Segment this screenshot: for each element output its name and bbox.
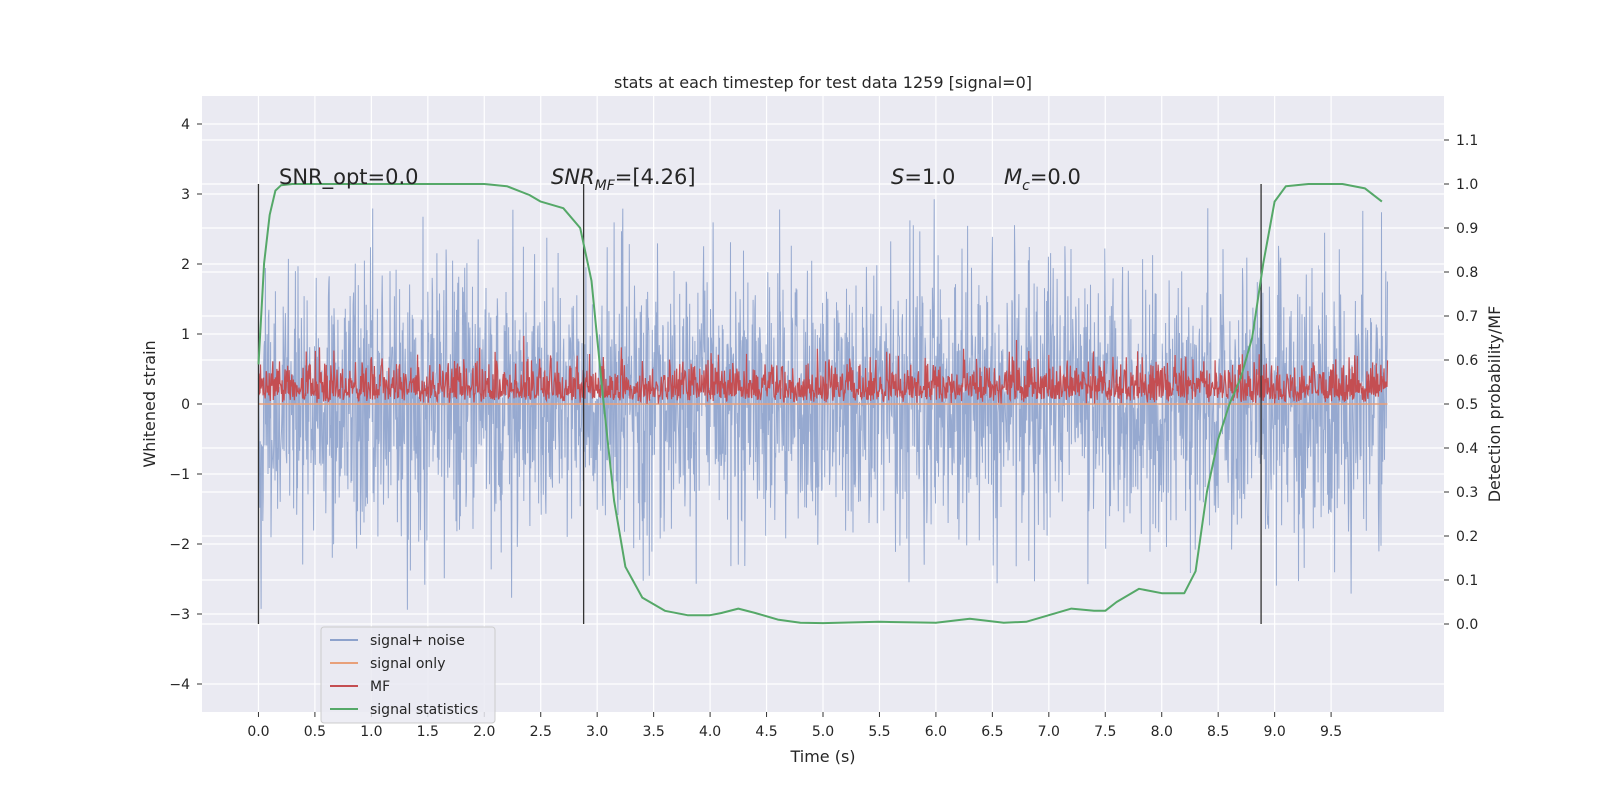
y-axis-label: Whitened strain [140,340,159,467]
y2-tick-label-6: 0.5 [1456,397,1478,413]
annotation-snr-opt: SNR_opt=0.0 [279,165,419,190]
legend-label-signal-only: signal only [370,656,445,672]
y2-tick-label-5: 0.6 [1456,353,1478,369]
data-layer [257,183,1389,625]
y-tick-label-1: 3 [181,187,190,203]
y2-tick-label-3: 0.8 [1456,265,1478,281]
annotation-snr-mf: SNRMF=[4.26] [551,165,696,194]
y-tick-label-0: 4 [181,117,190,133]
legend: signal+ noise signal only MF signal stat… [320,626,496,724]
y-tick-label-7: −3 [169,607,190,623]
annotation-mc-sub: c [1022,178,1030,194]
x-tick-label-7: 3.5 [643,724,665,740]
annotation-snr-mf-sub: MF [595,178,616,194]
annotation-mc-rest: =0.0 [1030,165,1081,189]
x-tick-label-11: 5.5 [868,724,890,740]
y2-tick-label-8: 0.3 [1456,485,1478,501]
annotation-s-rest: =1.0 [904,165,955,189]
x-tick-label-8: 4.0 [699,724,721,740]
y-tick-label-8: −4 [169,677,190,693]
annotation-mc: Mc=0.0 [1004,165,1081,194]
annotation-snr-mf-base: SNR [551,165,595,189]
series-mf-line [257,335,1389,404]
legend-box [320,626,496,724]
x-tick-label-6: 3.0 [586,724,608,740]
y-tick-label-5: −1 [169,467,190,483]
x-tick-label-14: 7.0 [1038,724,1060,740]
x-tick-label-5: 2.5 [530,724,552,740]
y-tick-label-4: 0 [181,397,190,413]
legend-label-signal-statistics: signal statistics [370,702,478,718]
x-tick-label-15: 7.5 [1094,724,1116,740]
x-tick-label-17: 8.5 [1207,724,1229,740]
series-signal-noise-line [258,199,1388,610]
y2-axis-label: Detection probability/MF [1485,306,1504,503]
x-tick-label-16: 8.0 [1151,724,1173,740]
x-tick-label-19: 9.5 [1320,724,1342,740]
y2-tick-label-10: 0.1 [1456,573,1478,589]
annotation-s: S=1.0 [891,165,955,189]
x-tick-label-18: 9.0 [1264,724,1286,740]
x-tick-label-2: 1.0 [360,724,382,740]
x-axis-label: Time (s) [789,747,855,766]
annotation-s-base: S [891,165,904,189]
legend-label-mf: MF [370,679,390,695]
y2-tick-label-2: 0.9 [1456,221,1478,237]
series-signal-statistics-line [257,183,1383,625]
y2-tick-label-7: 0.4 [1456,441,1478,457]
y-tick-label-2: 2 [181,257,190,273]
y2-tick-label-11: 0.0 [1456,617,1478,633]
y2-tick-label-4: 0.7 [1456,309,1478,325]
chart-title: stats at each timestep for test data 125… [614,73,1032,92]
y-tick-label-3: 1 [181,327,190,343]
y-tick-label-6: −2 [169,537,190,553]
x-tick-label-13: 6.5 [981,724,1003,740]
x-tick-label-1: 0.5 [304,724,326,740]
annotation-snr-mf-rest: =[4.26] [615,165,696,189]
legend-label-signal-noise: signal+ noise [370,633,465,649]
annotation-mc-base: M [1004,165,1022,189]
ticks-layer: 0.0 0.5 1.0 1.5 2.0 2.5 3.0 3.5 4.0 4.5 5.0 5.5 6.0 6… [169,117,1478,740]
y2-tick-label-9: 0.2 [1456,529,1478,545]
x-tick-label-3: 1.5 [417,724,439,740]
y2-tick-label-0: 1.1 [1456,133,1478,149]
x-tick-label-4: 2.0 [473,724,495,740]
x-tick-label-12: 6.0 [925,724,947,740]
x-tick-label-10: 5.0 [812,724,834,740]
x-tick-label-0: 0.0 [247,724,269,740]
y2-tick-label-1: 1.0 [1456,177,1478,193]
x-tick-label-9: 4.5 [755,724,777,740]
